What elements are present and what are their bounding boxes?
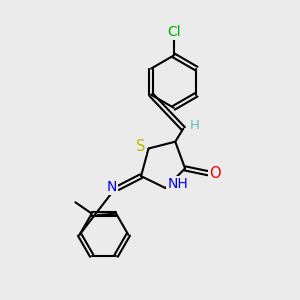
Text: S: S xyxy=(136,139,145,154)
Text: O: O xyxy=(209,166,220,181)
Text: Cl: Cl xyxy=(167,25,181,39)
Text: N: N xyxy=(107,180,117,194)
Text: NH: NH xyxy=(168,178,188,191)
Text: H: H xyxy=(190,118,200,131)
